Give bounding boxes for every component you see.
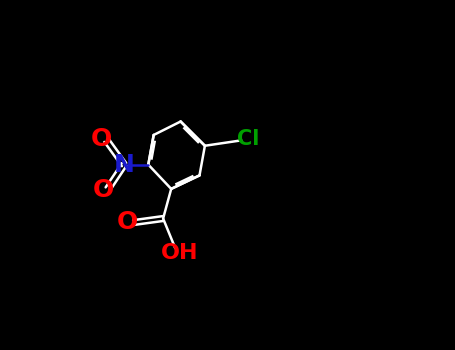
Text: O: O (117, 210, 138, 234)
Text: Cl: Cl (237, 129, 259, 149)
Text: O: O (92, 178, 114, 202)
Text: OH: OH (162, 243, 199, 263)
Text: N: N (114, 153, 135, 177)
Text: O: O (91, 127, 112, 151)
